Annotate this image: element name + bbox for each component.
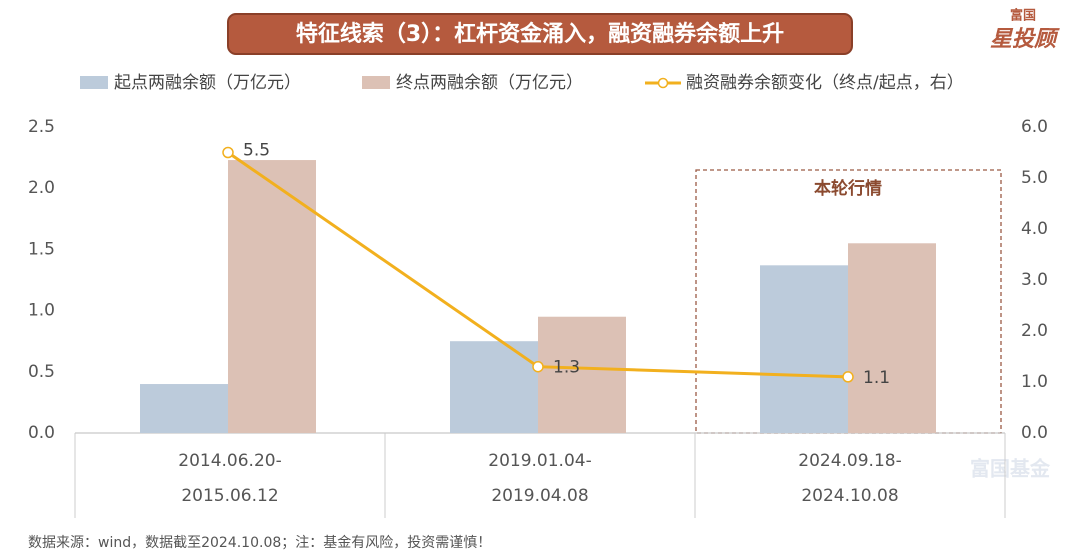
chart-title: 特征线索（3）：杠杆资金涌入，融资融券余额上升 — [296, 21, 784, 47]
y-tick-label: 0.5 — [28, 362, 55, 382]
legend-label: 起点两融余额（万亿元） — [114, 73, 301, 93]
legend-label: 终点两融余额（万亿元） — [396, 73, 583, 93]
y-tick-label: 1.5 — [28, 239, 55, 259]
bar — [228, 160, 316, 433]
source-note: 数据来源：wind，数据截至2024.10.08；注：基金有风险，投资需谨慎！ — [28, 534, 491, 551]
bar — [450, 341, 538, 433]
watermark: 富国基金 — [970, 457, 1051, 481]
bar — [538, 316, 626, 433]
bar — [140, 384, 228, 433]
line-marker — [842, 371, 854, 383]
bar — [760, 265, 848, 433]
legend-marker — [657, 77, 669, 89]
legend-swatch — [80, 76, 108, 89]
bar — [848, 243, 936, 433]
y2-tick-label: 6.0 — [1021, 117, 1048, 137]
logo-top: 富国 — [1010, 8, 1036, 24]
y2-tick-label: 5.0 — [1021, 168, 1048, 188]
data-label: 1.1 — [863, 368, 890, 388]
y2-tick-label: 0.0 — [1021, 423, 1048, 443]
legend-swatch — [362, 76, 390, 89]
x-tick-label: 2019.01.04- — [488, 451, 591, 471]
y-tick-label: 0.0 — [28, 423, 55, 443]
x-tick-label: 2024.09.18- — [798, 451, 901, 471]
annotation: 本轮行情 — [814, 178, 882, 199]
data-label: 1.3 — [553, 358, 580, 378]
y-tick-label: 1.0 — [28, 301, 55, 321]
x-tick-label: 2024.10.08 — [801, 486, 898, 506]
y2-tick-label: 1.0 — [1021, 372, 1048, 392]
logo-main: 星投顾 — [990, 27, 1060, 52]
y2-tick-label: 4.0 — [1021, 219, 1048, 239]
annotation-box — [695, 169, 1002, 434]
y-tick-label: 2.0 — [28, 178, 55, 198]
legend-label: 融资融券余额变化（终点/起点，右） — [686, 73, 964, 93]
x-tick-label: 2019.04.08 — [491, 486, 588, 506]
y2-tick-label: 3.0 — [1021, 270, 1048, 290]
y2-tick-label: 2.0 — [1021, 321, 1048, 341]
line-marker — [222, 146, 234, 159]
line-marker — [532, 360, 544, 373]
y-tick-label: 2.5 — [28, 117, 55, 137]
title-box — [227, 13, 853, 55]
data-label: 5.5 — [243, 141, 270, 161]
x-tick-label: 2014.06.20- — [178, 451, 281, 471]
x-tick-label: 2015.06.12 — [181, 486, 278, 506]
